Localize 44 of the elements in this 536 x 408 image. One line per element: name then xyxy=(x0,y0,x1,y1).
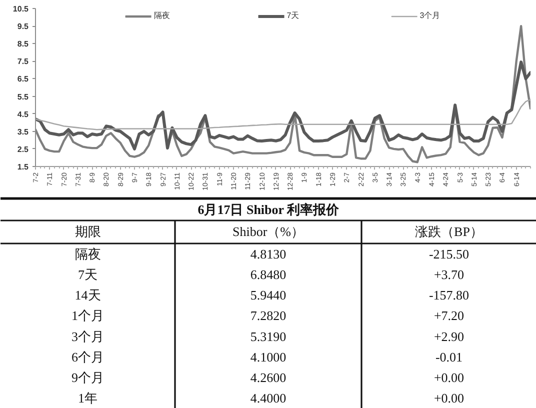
data-label: -0.01 xyxy=(435,349,463,364)
data-label: +0.00 xyxy=(434,390,464,406)
category-label: 3个月 xyxy=(72,328,104,344)
line-series xyxy=(36,24,530,164)
category-label: 14天 xyxy=(74,288,101,303)
text: 期限 xyxy=(74,224,101,239)
data-label: 4.8130 xyxy=(250,246,286,262)
y-tick-label: 2.5 xyxy=(17,144,30,154)
legend-label: 隔夜 xyxy=(154,10,171,21)
text: 6月17日 Shibor 利率报价 xyxy=(198,202,340,217)
data-label: -215.50 xyxy=(428,246,470,262)
y-tick-label: 9.5 xyxy=(17,22,30,32)
data-label: -157.80 xyxy=(428,288,470,303)
y-tick-label: 8.5 xyxy=(17,40,30,49)
legend-label: 3个月 xyxy=(420,10,440,21)
legend-label: 7天 xyxy=(286,10,300,21)
category-label: 隔夜 xyxy=(74,246,101,262)
data-label: 6.8480 xyxy=(250,266,286,282)
data-label: +0.00 xyxy=(434,370,464,386)
category-label: 1年 xyxy=(78,390,98,406)
category-label: 6个月 xyxy=(72,349,104,364)
line-series xyxy=(36,98,530,130)
text: 涨跌（BP） xyxy=(415,224,483,239)
y-tick-label: 1.5 xyxy=(17,162,30,172)
data-label: +2.90 xyxy=(434,328,464,344)
data-label: +7.20 xyxy=(434,308,464,324)
line-series xyxy=(36,60,530,150)
y-tick-label: 10.5 xyxy=(12,4,30,14)
y-tick-label: 5.5 xyxy=(17,92,30,102)
data-label: 4.4000 xyxy=(250,390,286,406)
y-tick-label: 4.5 xyxy=(17,110,30,119)
data-label: 5.9440 xyxy=(250,288,286,303)
data-label: 4.2600 xyxy=(250,370,286,386)
y-tick-label: 6.5 xyxy=(17,74,30,84)
data-label: 5.3190 xyxy=(250,328,286,344)
text: Shibor（%） xyxy=(232,224,304,239)
data-label: 4.1000 xyxy=(250,349,286,364)
data-label: +3.70 xyxy=(434,266,464,282)
category-label: 1个月 xyxy=(72,308,104,324)
data-label: 7.2820 xyxy=(250,308,286,324)
y-tick-label: 7.5 xyxy=(17,57,30,66)
category-label: 7天 xyxy=(78,266,98,282)
y-tick-label: 3.5 xyxy=(17,127,30,136)
category-label: 9个月 xyxy=(72,370,104,386)
